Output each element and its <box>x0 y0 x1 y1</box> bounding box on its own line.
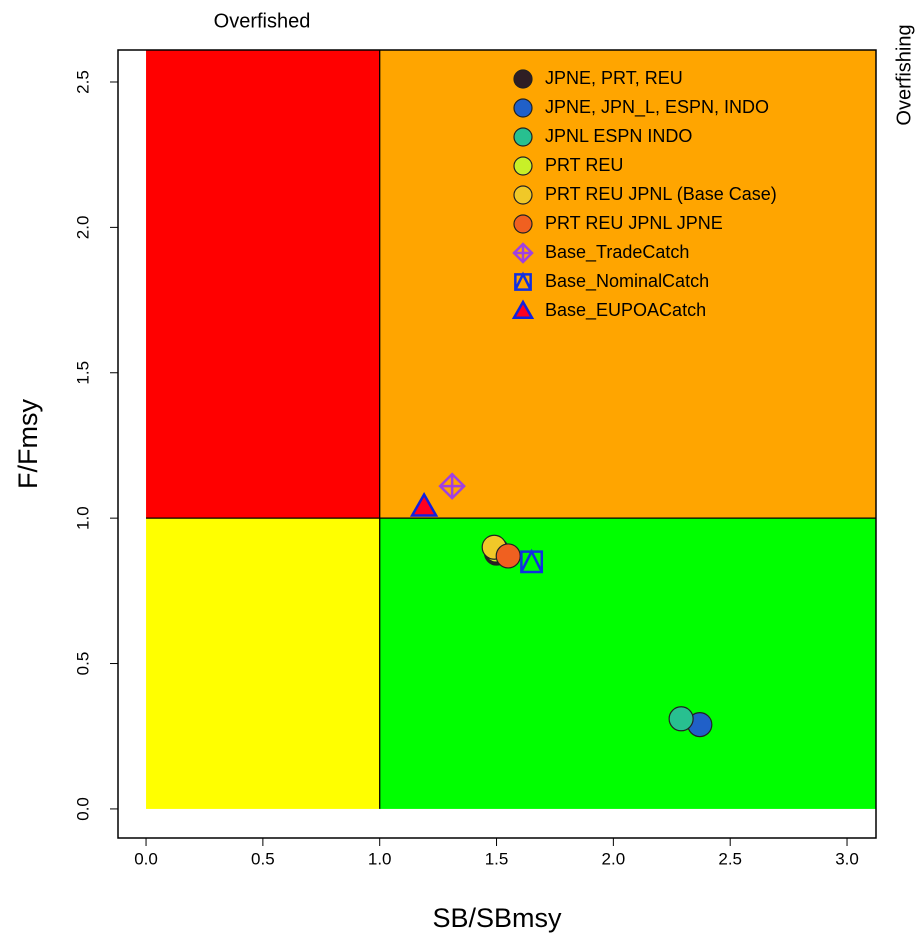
y-tick-label: 2.0 <box>73 216 92 240</box>
annotation-top: Overfished <box>214 10 311 32</box>
legend-text: JPNE, JPN_L, ESPN, INDO <box>545 97 769 118</box>
legend-text: PRT REU JPNL (Base Case) <box>545 184 777 204</box>
marker-shape <box>513 156 533 176</box>
legend-marker <box>512 242 534 264</box>
x-tick-label: 1.0 <box>368 849 392 868</box>
x-tick-label: 0.5 <box>251 849 275 868</box>
quadrant <box>146 50 380 519</box>
y-tick-label: 0.5 <box>73 652 92 676</box>
marker-shape <box>513 185 533 205</box>
legend-marker <box>513 214 533 234</box>
data-point <box>520 548 544 574</box>
marker-shape <box>513 127 533 147</box>
marker-shape <box>513 214 533 234</box>
data-point <box>409 491 439 517</box>
data-point <box>495 543 521 569</box>
y-tick-label: 0.0 <box>73 797 92 821</box>
x-axis-label: SB/SBmsy <box>432 903 562 933</box>
quadrant <box>379 518 876 809</box>
legend-marker <box>514 271 532 291</box>
x-tick-label: 3.0 <box>835 849 859 868</box>
marker-shape <box>495 543 521 569</box>
legend-text: PRT REU JPNL JPNE <box>545 213 723 233</box>
marker-shape <box>513 98 533 118</box>
legend-marker <box>511 299 535 319</box>
marker-shape <box>514 271 532 291</box>
legend-marker <box>513 127 533 147</box>
legend-text: JPNE, PRT, REU <box>545 68 683 88</box>
y-tick-label: 2.5 <box>73 70 92 94</box>
x-tick-label: 2.0 <box>602 849 626 868</box>
annotation-right: Overfishing <box>893 24 915 125</box>
legend-text: JPNL ESPN INDO <box>545 126 692 146</box>
x-tick-label: 0.0 <box>134 849 158 868</box>
marker-shape <box>513 69 533 89</box>
data-point <box>438 472 466 500</box>
data-point <box>668 706 694 732</box>
legend-text: Base_NominalCatch <box>545 271 709 292</box>
x-tick-label: 1.5 <box>485 849 509 868</box>
marker-shape <box>438 472 466 500</box>
quadrant <box>146 518 380 809</box>
marker-shape <box>512 242 534 264</box>
legend-text: PRT REU <box>545 155 623 175</box>
legend-marker <box>513 98 533 118</box>
legend-marker <box>513 185 533 205</box>
legend-text: Base_EUPOACatch <box>545 300 706 321</box>
legend-marker <box>513 156 533 176</box>
marker-shape <box>520 548 544 574</box>
legend-marker <box>513 69 533 89</box>
y-axis-label: F/Fmsy <box>13 399 43 489</box>
marker-shape <box>668 706 694 732</box>
marker-shape <box>511 299 535 319</box>
legend-text: Base_TradeCatch <box>545 242 689 263</box>
x-tick-label: 2.5 <box>718 849 742 868</box>
quadrant <box>379 50 876 519</box>
y-tick-label: 1.5 <box>73 361 92 385</box>
marker-shape <box>409 491 439 517</box>
y-tick-label: 1.0 <box>73 506 92 530</box>
